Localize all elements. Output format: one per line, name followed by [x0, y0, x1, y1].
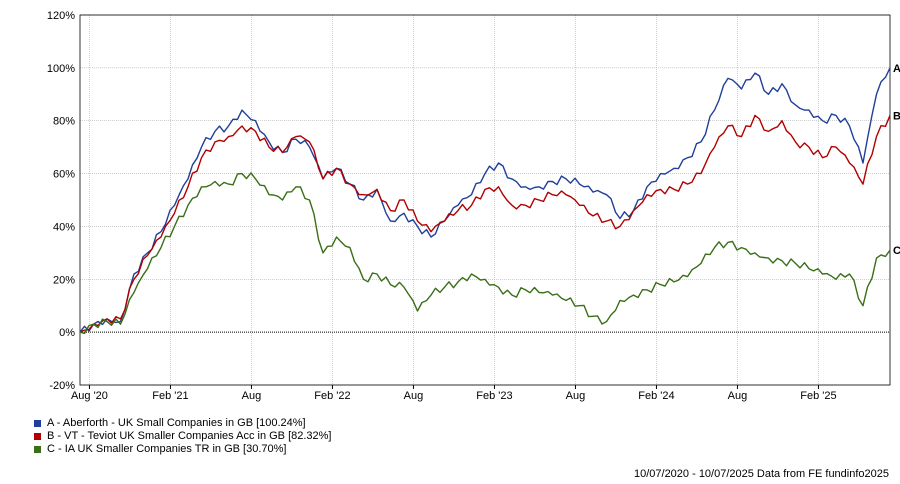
y-tick-label: 120%	[47, 10, 75, 22]
plot-frame	[79, 14, 891, 386]
y-tick-label: 20%	[53, 274, 75, 286]
y-tick-label: 0%	[59, 327, 75, 339]
y-tick-label: 40%	[53, 221, 75, 233]
series-line-a	[79, 67, 891, 333]
date-range-footer: 10/07/2020 - 10/07/2025 Data from FE fun…	[633, 468, 889, 480]
x-tick-label: Feb '21	[152, 390, 188, 402]
x-tick-label: Feb '23	[476, 390, 512, 402]
y-tick-label: 60%	[53, 169, 75, 181]
chart-series	[79, 67, 891, 335]
legend-swatch-b	[34, 433, 41, 440]
series-line-b	[79, 114, 891, 333]
x-tick-label: Aug '20	[71, 390, 108, 402]
y-tick-label: -20%	[49, 380, 75, 392]
chart-labels: A B C	[893, 63, 900, 257]
series-end-label-a: A	[893, 63, 900, 75]
series-end-label-b: B	[893, 110, 900, 122]
legend-swatch-a	[34, 420, 41, 427]
x-tick-label: Feb '22	[314, 390, 350, 402]
legend-item-b: B - VT - Teviot UK Smaller Companies Acc…	[34, 430, 332, 443]
legend-label-a: A - Aberforth - UK Small Companies in GB…	[47, 417, 306, 429]
legend-item-c: C - IA UK Smaller Companies TR in GB [30…	[34, 443, 332, 456]
chart-axes: -20% 0% 20% 40% 60% 80% 100% 120% Aug '20 Feb '21…	[47, 10, 891, 402]
legend-item-a: A - Aberforth - UK Small Companies in GB…	[34, 417, 332, 430]
series-end-label-c: C	[893, 245, 900, 257]
y-tick-label: 80%	[53, 116, 75, 128]
x-tick-label: Aug	[728, 390, 748, 402]
chart-legend: A - Aberforth - UK Small Companies in GB…	[34, 417, 332, 456]
line-chart: -20% 0% 20% 40% 60% 80% 100% 120% Aug '20 Feb '21…	[47, 10, 900, 402]
x-tick-label: Feb '24	[638, 390, 674, 402]
x-tick-label: Aug	[404, 390, 424, 402]
chart-grid	[80, 14, 890, 386]
y-tick-label: 100%	[47, 63, 75, 75]
legend-swatch-c	[34, 446, 41, 453]
x-tick-label: Aug	[566, 390, 586, 402]
series-line-c	[79, 172, 891, 335]
x-tick-label: Aug	[242, 390, 262, 402]
x-tick-label: Feb '25	[800, 390, 836, 402]
legend-label-c: C - IA UK Smaller Companies TR in GB [30…	[47, 443, 287, 455]
legend-label-b: B - VT - Teviot UK Smaller Companies Acc…	[47, 430, 332, 442]
